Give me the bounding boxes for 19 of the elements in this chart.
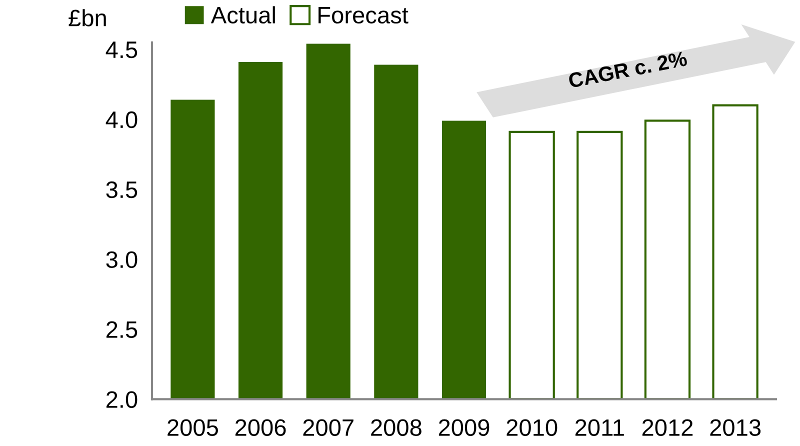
y-tick-label: 3.0: [106, 251, 138, 268]
x-tick-label: 2005: [168, 419, 218, 436]
legend-label: Actual: [210, 6, 275, 24]
y-tick-label: 2.5: [106, 321, 138, 338]
x-tick-label: 2006: [235, 419, 286, 436]
x-tick-label: 2013: [710, 419, 761, 436]
y-tick-label: 4.0: [106, 111, 138, 128]
x-tick-label: 2007: [303, 419, 354, 436]
x-tick-label: 2009: [438, 419, 490, 436]
legend-label: Forecast: [318, 7, 408, 24]
x-tick-label: 2008: [371, 419, 422, 436]
y-tick-label: 3.5: [106, 181, 138, 198]
y-axis-title: £bn: [68, 9, 106, 26]
x-tick-label: 2011: [575, 419, 624, 436]
annotation: CAGR c. 2%: [568, 50, 688, 88]
y-tick-label: 4.5: [106, 42, 138, 58]
y-tick-label: 2.0: [106, 391, 138, 408]
x-tick-label: 2010: [506, 419, 558, 436]
x-tick-label: 2012: [642, 419, 693, 436]
